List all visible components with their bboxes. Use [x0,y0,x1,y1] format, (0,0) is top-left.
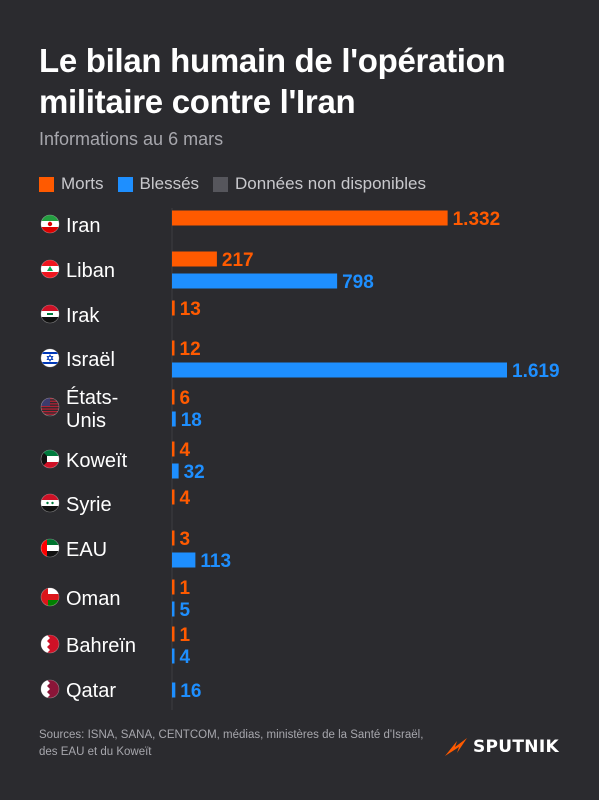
bar-blesses-eau [172,552,196,568]
bar-morts-israel [172,340,175,356]
category-label-koweit: Koweït [66,450,128,472]
bar-blesses-liban [172,273,338,289]
oman-flag-icon [40,587,60,607]
category-label-israel: Israël [66,349,115,371]
qatar-flag-icon [40,679,60,699]
usa-flag-icon [40,397,60,417]
bar-morts-bahrein [172,626,175,642]
value-label-blesses-qatar: 16 [180,681,201,702]
value-label-morts-oman: 1 [180,578,191,599]
value-label-morts-koweit: 4 [180,440,191,461]
bar-morts-etats-unis [172,389,175,405]
category-label-irak: Irak [66,305,100,327]
legend-label-morts: Morts [61,174,104,193]
value-label-morts-israel: 12 [180,339,201,360]
category-label-syrie: Syrie [66,494,112,516]
legend-swatch-blesses [117,176,133,192]
legend-label-blesses: Blessés [139,174,200,193]
bar-morts-koweit [172,441,175,457]
value-label-morts-bahrein: 1 [180,625,191,646]
category-label-bahrein: Bahreïn [66,635,136,657]
bar-morts-iran [172,210,448,226]
lebanon-flag-icon [40,259,60,279]
bar-morts-irak [172,300,175,316]
legend-item-na: Données non disponibles [213,174,426,194]
value-label-blesses-etats-unis: 18 [181,410,202,431]
uae-flag-icon [40,538,60,558]
value-label-morts-etats-unis: 6 [180,388,191,409]
legend-swatch-morts [39,176,54,192]
value-label-morts-syrie: 4 [180,488,191,509]
iran-flag-icon [40,214,60,234]
bar-blesses-bahrein [172,648,175,664]
value-label-morts-eau: 3 [180,529,191,550]
category-label-liban: Liban [66,260,115,282]
value-label-blesses-liban: 798 [342,272,374,293]
kuwait-flag-icon [40,449,60,469]
value-label-blesses-israel: 1.619 [512,361,560,382]
bar-morts-eau [172,530,175,546]
category-label-eau: EAU [66,539,107,561]
legend-item-morts: Morts [39,174,104,194]
page-title: Le bilan humain de l'opération militaire… [39,42,506,120]
sources-note: Sources: ISNA, SANA, CENTCOM, médias, mi… [39,729,424,758]
sputnik-logo: SPUTNIK [443,737,559,757]
sputnik-logo-icon [445,738,467,756]
bar-morts-oman [172,579,175,595]
category-label-qatar: Qatar [66,680,116,702]
logo-text: SPUTNIK [473,737,559,757]
bar-blesses-etats-unis [172,411,176,427]
value-label-morts-irak: 13 [180,299,201,320]
iraq-flag-icon [40,304,60,324]
legend-label-na: Données non disponibles [235,174,426,193]
category-label-iran: Iran [66,215,100,237]
bar-blesses-israel [172,362,507,378]
value-label-blesses-oman: 5 [180,600,191,621]
bar-blesses-qatar [172,682,176,698]
value-label-blesses-eau: 113 [200,551,231,572]
israel-flag-icon [40,348,60,368]
bar-morts-syrie [172,489,175,505]
bar-blesses-oman [172,601,175,617]
syria-flag-icon [40,493,60,513]
bahrain-flag-icon [40,634,60,654]
legend-swatch-na [213,176,229,192]
value-label-morts-iran: 1.332 [453,209,501,230]
legend-item-blesses: Blessés [117,174,200,194]
bar-blesses-koweit [172,463,179,479]
chart-legend: Morts Blessés Données non disponibles [39,174,440,194]
value-label-blesses-bahrein: 4 [180,647,191,668]
value-label-blesses-koweit: 32 [184,462,205,483]
category-label-etats-unis: États-Unis [66,386,118,432]
bar-morts-liban [172,251,217,267]
value-label-morts-liban: 217 [222,250,254,271]
category-label-oman: Oman [66,588,120,610]
page-subtitle: Informations au 6 mars [39,129,224,149]
